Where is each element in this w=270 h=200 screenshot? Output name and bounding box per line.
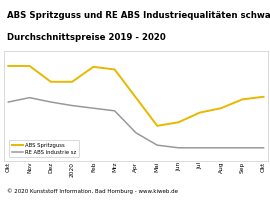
Text: © 2020 Kunststoff Information, Bad Homburg - www.kiweb.de: © 2020 Kunststoff Information, Bad Hombu…: [7, 189, 178, 194]
Text: ABS Spritzguss und RE ABS Industriequalitäten schwarz: ABS Spritzguss und RE ABS Industriequali…: [7, 11, 270, 20]
Text: Durchschnittspreise 2019 - 2020: Durchschnittspreise 2019 - 2020: [7, 33, 166, 42]
Legend: ABS Spritzguss, RE ABS Industrie sz: ABS Spritzguss, RE ABS Industrie sz: [9, 140, 79, 157]
